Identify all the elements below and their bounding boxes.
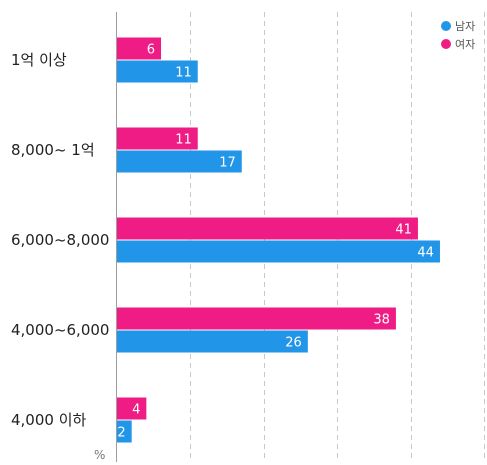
value-labels: 6 11 11 17 41 44 38 26 42 (117, 43, 434, 441)
bar (117, 240, 440, 263)
category-label: 4,000 이하 (11, 411, 87, 429)
bar (117, 127, 198, 150)
legend: 남자 여자 (441, 20, 475, 51)
bar-value-label: 11 (175, 66, 192, 81)
category-labels: 1억 이상 8,000~ 1억 6,000~8,000 4,000~6,000 4,00… (11, 51, 109, 429)
bar-value-label: 26 (285, 336, 302, 351)
bar (117, 307, 396, 330)
bar (117, 150, 242, 173)
bar-value-label: 11 (175, 133, 192, 148)
bar-value-label: 38 (373, 313, 390, 328)
bar (117, 330, 308, 353)
category-label: 1억 이상 (11, 51, 67, 69)
bar (117, 420, 132, 443)
category-label: 8,000~ 1억 (11, 141, 95, 159)
bar-value-label: 4 (132, 403, 140, 418)
bar-value-label: 6 (147, 43, 155, 58)
bar-value-label: 41 (395, 223, 412, 238)
bar (117, 217, 418, 240)
bar (117, 397, 147, 420)
bars (117, 37, 440, 443)
legend-marker-male (441, 21, 451, 31)
legend-label-male: 남자 (455, 20, 475, 33)
legend-label-female: 여자 (455, 38, 475, 51)
bar (117, 60, 198, 83)
bar-value-label: 44 (417, 246, 434, 261)
bar (117, 37, 162, 60)
category-label: 4,000~6,000 (11, 321, 109, 339)
legend-marker-female (441, 39, 451, 49)
bar-value-label: 2 (117, 426, 125, 441)
bar-value-label: 17 (219, 156, 236, 171)
category-label: 6,000~8,000 (11, 231, 109, 249)
unit-label: % (94, 448, 105, 462)
